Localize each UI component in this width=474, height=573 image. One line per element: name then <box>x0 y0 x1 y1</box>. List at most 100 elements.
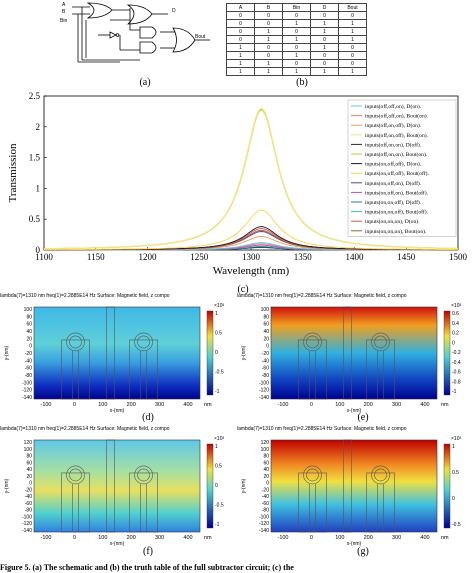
table-cell: 0 <box>310 35 339 44</box>
y-axis-label: y-(nm) <box>241 478 247 493</box>
table-cell: 1 <box>310 19 339 28</box>
y-tick-label: -100 <box>22 514 32 520</box>
y-tick-label: -20 <box>25 487 32 493</box>
y-tick-label: 40 <box>263 329 269 335</box>
legend-label: inputs(on,off,on), D(off). <box>365 180 422 187</box>
table-cell: 0 <box>310 59 339 68</box>
y-tick-label: 60 <box>26 460 32 466</box>
y-tick-label: 100 <box>261 307 270 313</box>
table-cell: 1 <box>226 59 255 68</box>
table-cell: 1 <box>282 35 311 44</box>
y-tick-label: 80 <box>263 314 269 320</box>
y-tick-label: -80 <box>25 373 32 379</box>
y-tick-label: 120 <box>261 440 270 446</box>
colorbar-tick: 1 <box>215 444 218 450</box>
x-tick-label: 400 <box>183 535 192 541</box>
table-cell: 1 <box>254 67 283 76</box>
x-tick-label: 0 <box>73 402 76 408</box>
label-d: D <box>172 8 176 14</box>
field-surface <box>34 440 200 532</box>
table-cell: 0 <box>226 19 255 28</box>
table-header-row: A B Bin D Bout <box>226 3 367 12</box>
legend-label: inputs(on,off,off), Bout(off). <box>365 170 429 177</box>
table-cell: 0 <box>282 27 311 36</box>
y-tick-label: 40 <box>263 467 269 473</box>
x-tick-label: -100 <box>277 402 288 408</box>
x-tick-label: -100 <box>277 535 288 541</box>
legend-label: inputs(on,off,on), Bout(off). <box>365 189 429 196</box>
x-tick-label: 1250 <box>190 252 209 262</box>
y-tick-label: -140 <box>22 528 32 534</box>
y-tick-label: -120 <box>259 521 269 527</box>
y-tick-label: -140 <box>259 528 269 534</box>
colorbar-tick: -0.2 <box>452 350 461 356</box>
y-tick-label: -100 <box>22 380 32 386</box>
colorbar-tick: -1 <box>215 522 220 528</box>
figure-footer: Figure 5. (a) The schematic and (b) the … <box>0 563 294 572</box>
x-tick-label: 0 <box>310 402 313 408</box>
colorbar-unit: ×10³ <box>214 436 224 442</box>
colorbar-tick: -0.4 <box>452 360 461 366</box>
y-tick-label: 1.5 <box>29 153 41 163</box>
legend-label: inputs(on,on,on), Bout(on). <box>365 228 427 235</box>
table-cell: 0 <box>310 51 339 60</box>
table-cell: 0 <box>338 11 367 20</box>
x-tick-label: 1150 <box>87 252 105 262</box>
series-line <box>44 107 458 250</box>
legend-label: inputs(off,on,off), D(on). <box>365 122 422 129</box>
y-tick-label: 20 <box>26 336 32 342</box>
table-cell: 0 <box>338 59 367 68</box>
y-tick-label: 40 <box>26 467 32 473</box>
table-cell: 1 <box>254 59 283 68</box>
y-tick-label: -80 <box>262 373 269 379</box>
table-cell: 1 <box>226 43 255 52</box>
y-tick-label: -140 <box>22 395 32 401</box>
legend-label: inputs(off,on,on), D(off). <box>365 141 422 148</box>
y-axis-label: y-(nm) <box>4 345 10 360</box>
y-axis-label: y-(nm) <box>241 345 247 360</box>
y-tick-label: 1 <box>36 183 41 193</box>
y-tick-label: 60 <box>263 322 269 328</box>
colorbar <box>206 310 214 396</box>
plot-frame <box>270 306 438 400</box>
colorbar-tick: 1 <box>452 444 455 450</box>
table-cell: 1 <box>338 67 367 76</box>
y-tick-label: -40 <box>25 494 32 500</box>
table-cell: 0 <box>254 19 283 28</box>
y-axis-label: Transmission <box>7 143 19 202</box>
y-tick-label: 0 <box>36 245 41 255</box>
table-cell: 1 <box>338 35 367 44</box>
x-tick-label: 400 <box>420 535 429 541</box>
x-tick-label: 300 <box>155 535 164 541</box>
legend-label: inputs(off,on,on), Bout(on). <box>365 151 428 158</box>
colorbar-tick: 0 <box>215 483 218 489</box>
x-tick-label: 300 <box>155 402 164 408</box>
label-bout: Bout <box>195 34 206 40</box>
x-tick-label: 100 <box>98 535 107 541</box>
legend-label: inputs(on,on,off), D(off). <box>365 199 422 206</box>
table-cell: 1 <box>226 67 255 76</box>
plot-frame <box>33 439 201 533</box>
y-tick-label: 2 <box>36 122 41 132</box>
y-tick-label: 0.5 <box>29 214 41 224</box>
caption-a: (a) <box>139 77 151 88</box>
table-cell: 1 <box>310 67 339 76</box>
ring-resonator <box>366 465 395 533</box>
legend-label: inputs(off,off,on), D(on). <box>365 103 422 110</box>
x-tick-label: 300 <box>392 535 401 541</box>
y-tick-label: 120 <box>24 440 33 446</box>
table-cell: 1 <box>338 27 367 36</box>
x-tick-label: 0 <box>73 535 76 541</box>
label-a: A <box>62 2 66 8</box>
table-cell: 0 <box>338 43 367 52</box>
table-cell: 1 <box>282 51 311 60</box>
table-cell: 0 <box>254 51 283 60</box>
x-axis-label: x-(nm) <box>347 408 362 414</box>
x-tick-label: 1100 <box>35 252 53 262</box>
